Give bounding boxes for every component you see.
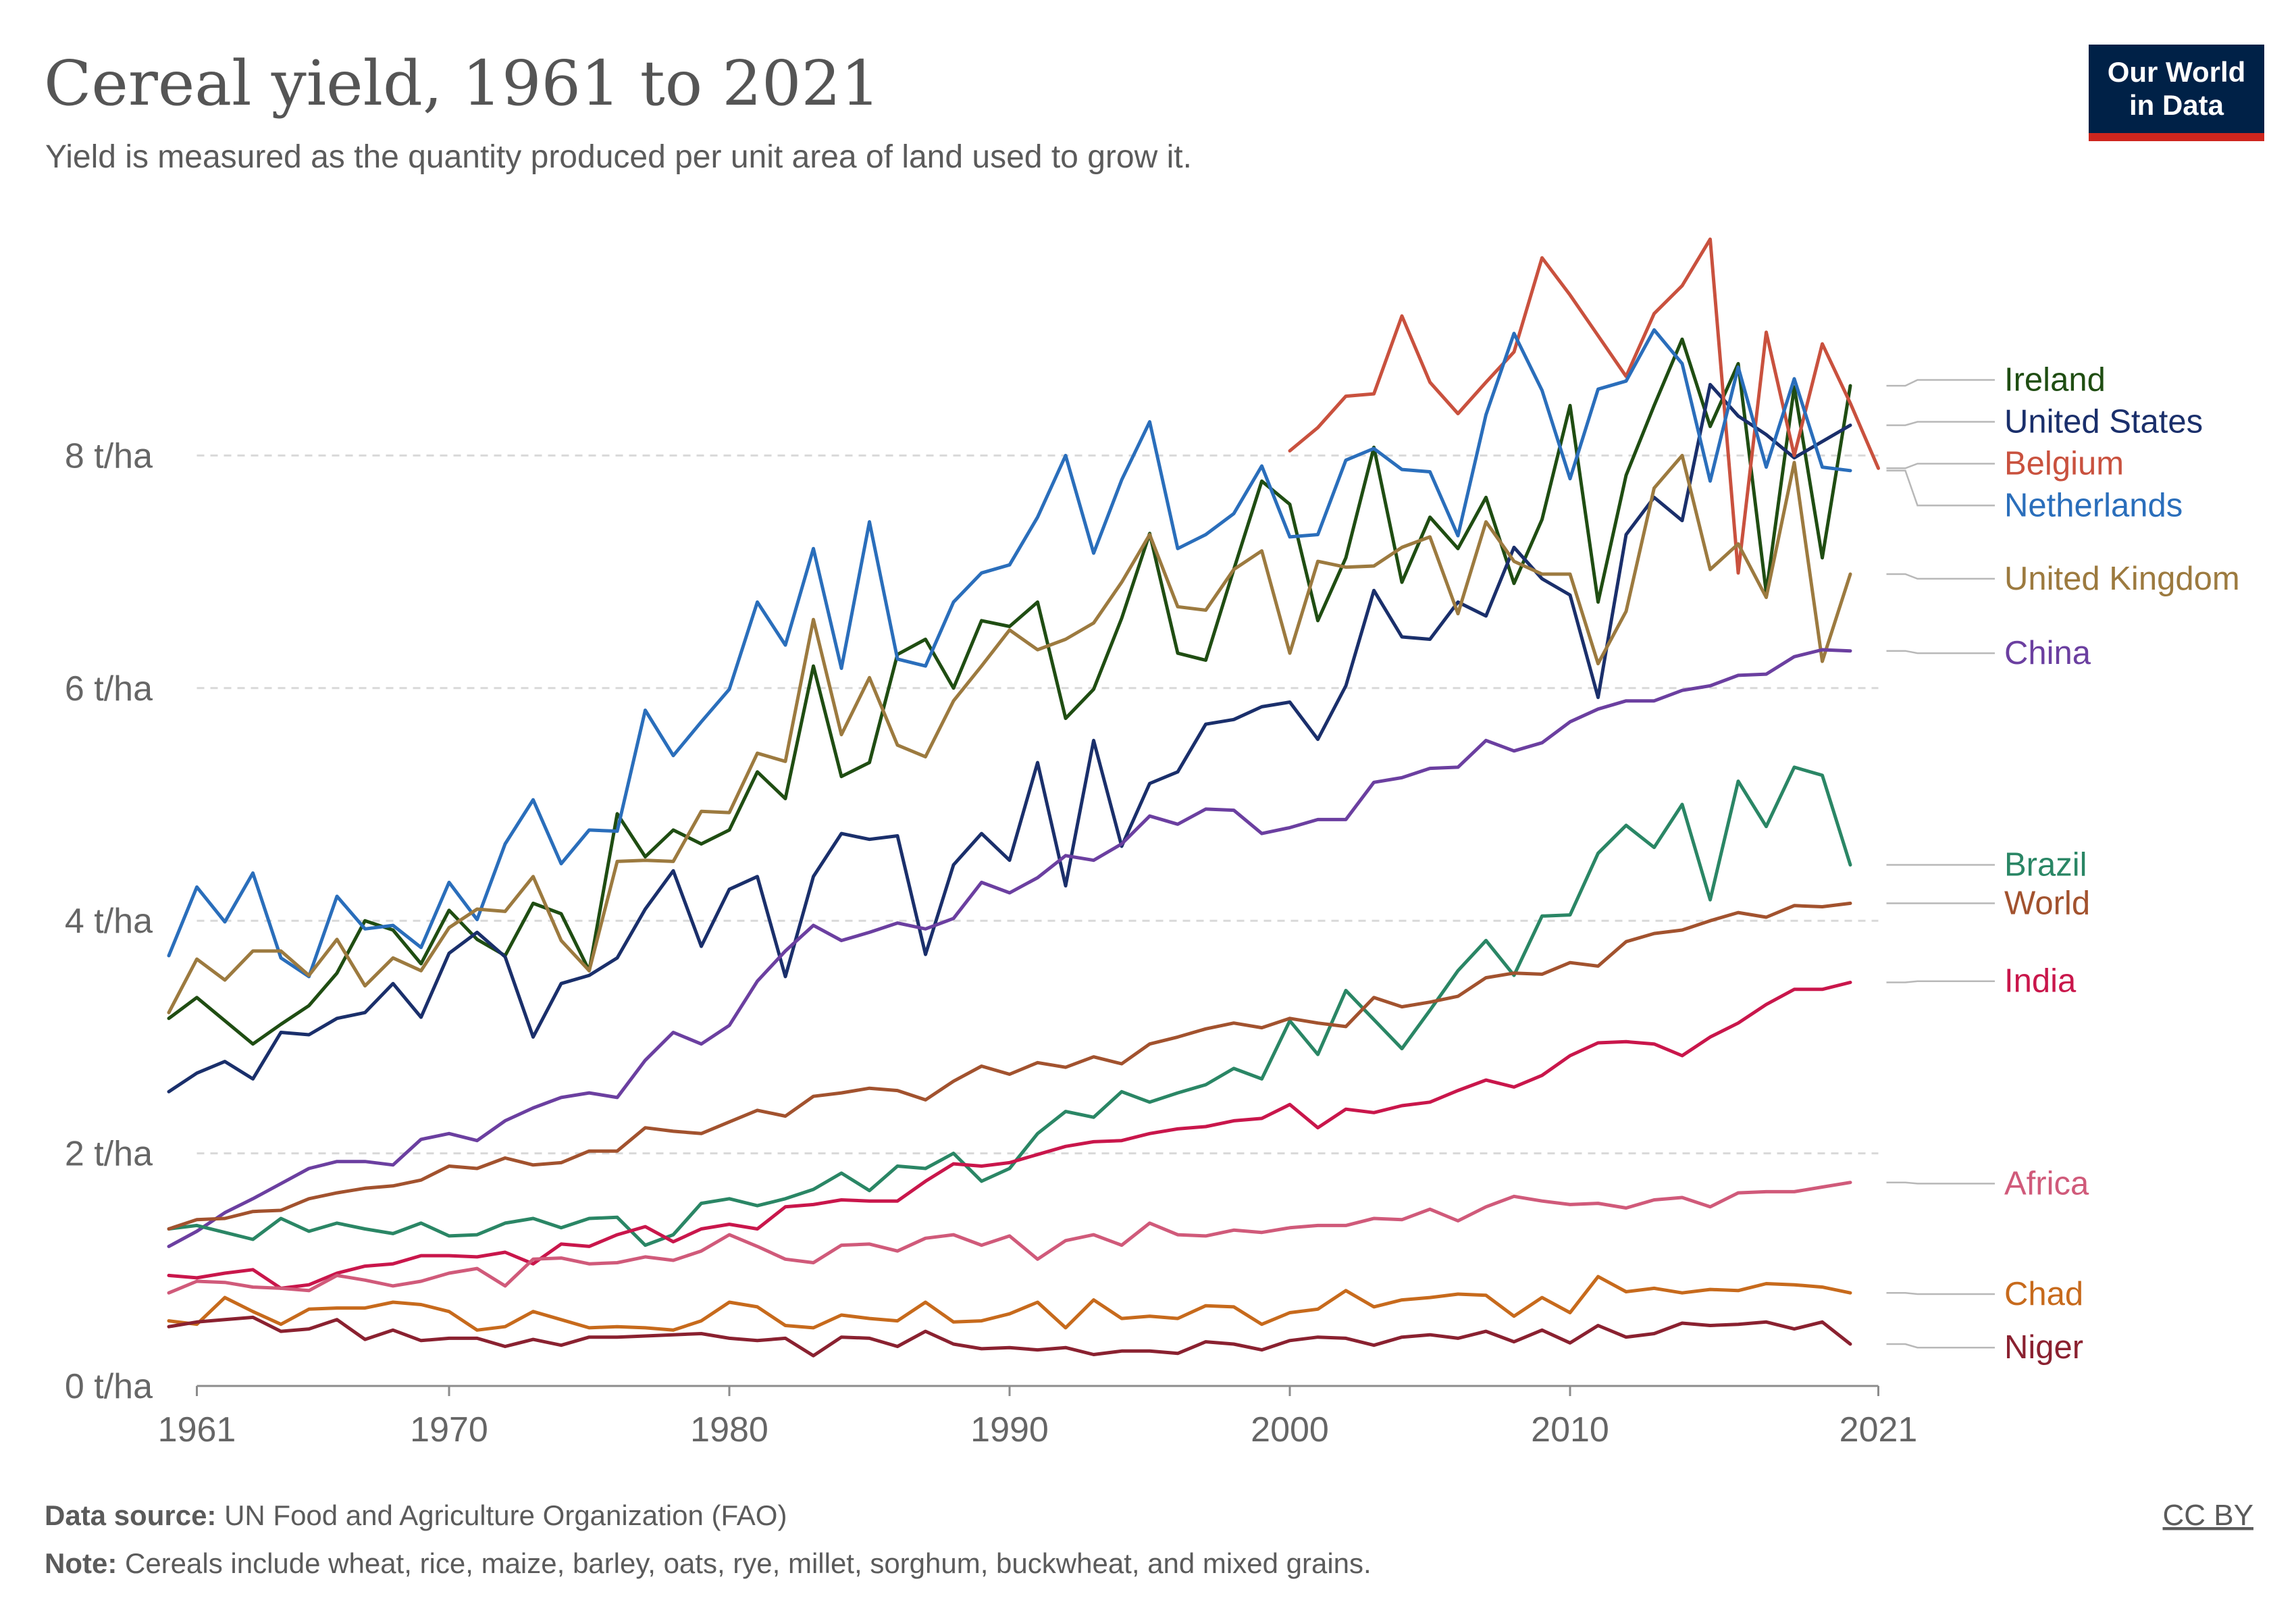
data-source-text: UN Food and Agriculture Organization (FA… — [216, 1499, 787, 1531]
label-connector — [1886, 1343, 1995, 1349]
x-tick-label: 1990 — [970, 1410, 1049, 1449]
series-label-united-kingdom[interactable]: United Kingdom — [2004, 561, 2240, 597]
note-text: Cereals include wheat, rice, maize, barl… — [117, 1547, 1371, 1579]
series-label-chad[interactable]: Chad — [2004, 1276, 2083, 1312]
series-label-africa[interactable]: Africa — [2004, 1165, 2089, 1202]
x-tick-label: 1961 — [158, 1410, 236, 1449]
series-line-united-states[interactable] — [167, 382, 1852, 1093]
series-line-world[interactable] — [167, 901, 1852, 1231]
series-line-belgium[interactable] — [1288, 237, 1880, 575]
label-connector — [1886, 463, 1995, 469]
series-line-ireland[interactable] — [167, 337, 1852, 1046]
y-tick-label: 2 t/ha — [65, 1135, 153, 1174]
series-label-world[interactable]: World — [2004, 885, 2090, 921]
label-connector — [1886, 421, 1995, 426]
y-tick-label: 6 t/ha — [65, 669, 153, 709]
series-label-netherlands[interactable]: Netherlands — [2004, 487, 2183, 523]
x-tick-label: 1970 — [410, 1410, 488, 1449]
license-link[interactable]: CC BY — [2163, 1499, 2253, 1532]
x-tick-label: 1980 — [690, 1410, 768, 1449]
x-tick-label: 2000 — [1251, 1410, 1329, 1449]
series-label-niger[interactable]: Niger — [2004, 1329, 2083, 1366]
data-source-label: Data source: — [45, 1499, 216, 1531]
logo-line-2: in Data — [2129, 89, 2224, 121]
chart-title: Cereal yield, 1961 to 2021 — [44, 47, 881, 120]
x-tick-label: 2021 — [1840, 1410, 1918, 1449]
x-axis: 1961 1970 1980 1990 2000 2010 2021 — [158, 1385, 1918, 1449]
series-lines — [167, 237, 1880, 1358]
series-line-india[interactable] — [167, 981, 1852, 1290]
series-label-ireland[interactable]: Ireland — [2004, 361, 2106, 398]
series-line-niger[interactable] — [167, 1315, 1852, 1358]
series-label-united-states[interactable]: United States — [2004, 403, 2203, 440]
series-line-brazil[interactable] — [167, 765, 1852, 1247]
series-labels: Ireland United States Belgium Netherlands Un… — [1886, 361, 2240, 1366]
label-connector — [1886, 1181, 1995, 1185]
logo-line-1: Our World — [2108, 56, 2246, 88]
x-tick-label: 2010 — [1531, 1410, 1609, 1449]
series-line-united-kingdom[interactable] — [167, 453, 1852, 1014]
y-tick-label: 0 t/ha — [65, 1367, 153, 1406]
label-connector — [1886, 650, 1995, 654]
y-tick-label: 8 t/ha — [65, 436, 153, 475]
logo-background — [2089, 45, 2264, 133]
series-label-belgium[interactable]: Belgium — [2004, 445, 2124, 482]
series-line-netherlands[interactable] — [167, 328, 1852, 979]
series-label-india[interactable]: India — [2004, 963, 2077, 1000]
label-connector — [1886, 573, 1995, 580]
label-connector — [1886, 980, 1995, 983]
owid-logo[interactable]: Our World in Data — [2089, 45, 2264, 141]
label-connector — [1886, 1291, 1995, 1295]
series-label-brazil[interactable]: Brazil — [2004, 847, 2087, 883]
data-source-note: Data source: UN Food and Agriculture Org… — [45, 1499, 787, 1531]
cereals-note: Note: Cereals include wheat, rice, maize… — [45, 1547, 1372, 1579]
label-connector — [1886, 469, 1995, 507]
y-tick-label: 4 t/ha — [65, 902, 153, 941]
series-line-china[interactable] — [167, 648, 1852, 1248]
series-label-china[interactable]: China — [2004, 635, 2091, 671]
series-line-africa[interactable] — [167, 1181, 1852, 1295]
logo-accent-bar — [2089, 133, 2264, 141]
series-line-chad[interactable] — [167, 1275, 1852, 1332]
label-connector — [1886, 379, 1995, 387]
note-label: Note: — [45, 1547, 117, 1579]
chart-subtitle: Yield is measured as the quantity produc… — [45, 139, 1192, 175]
